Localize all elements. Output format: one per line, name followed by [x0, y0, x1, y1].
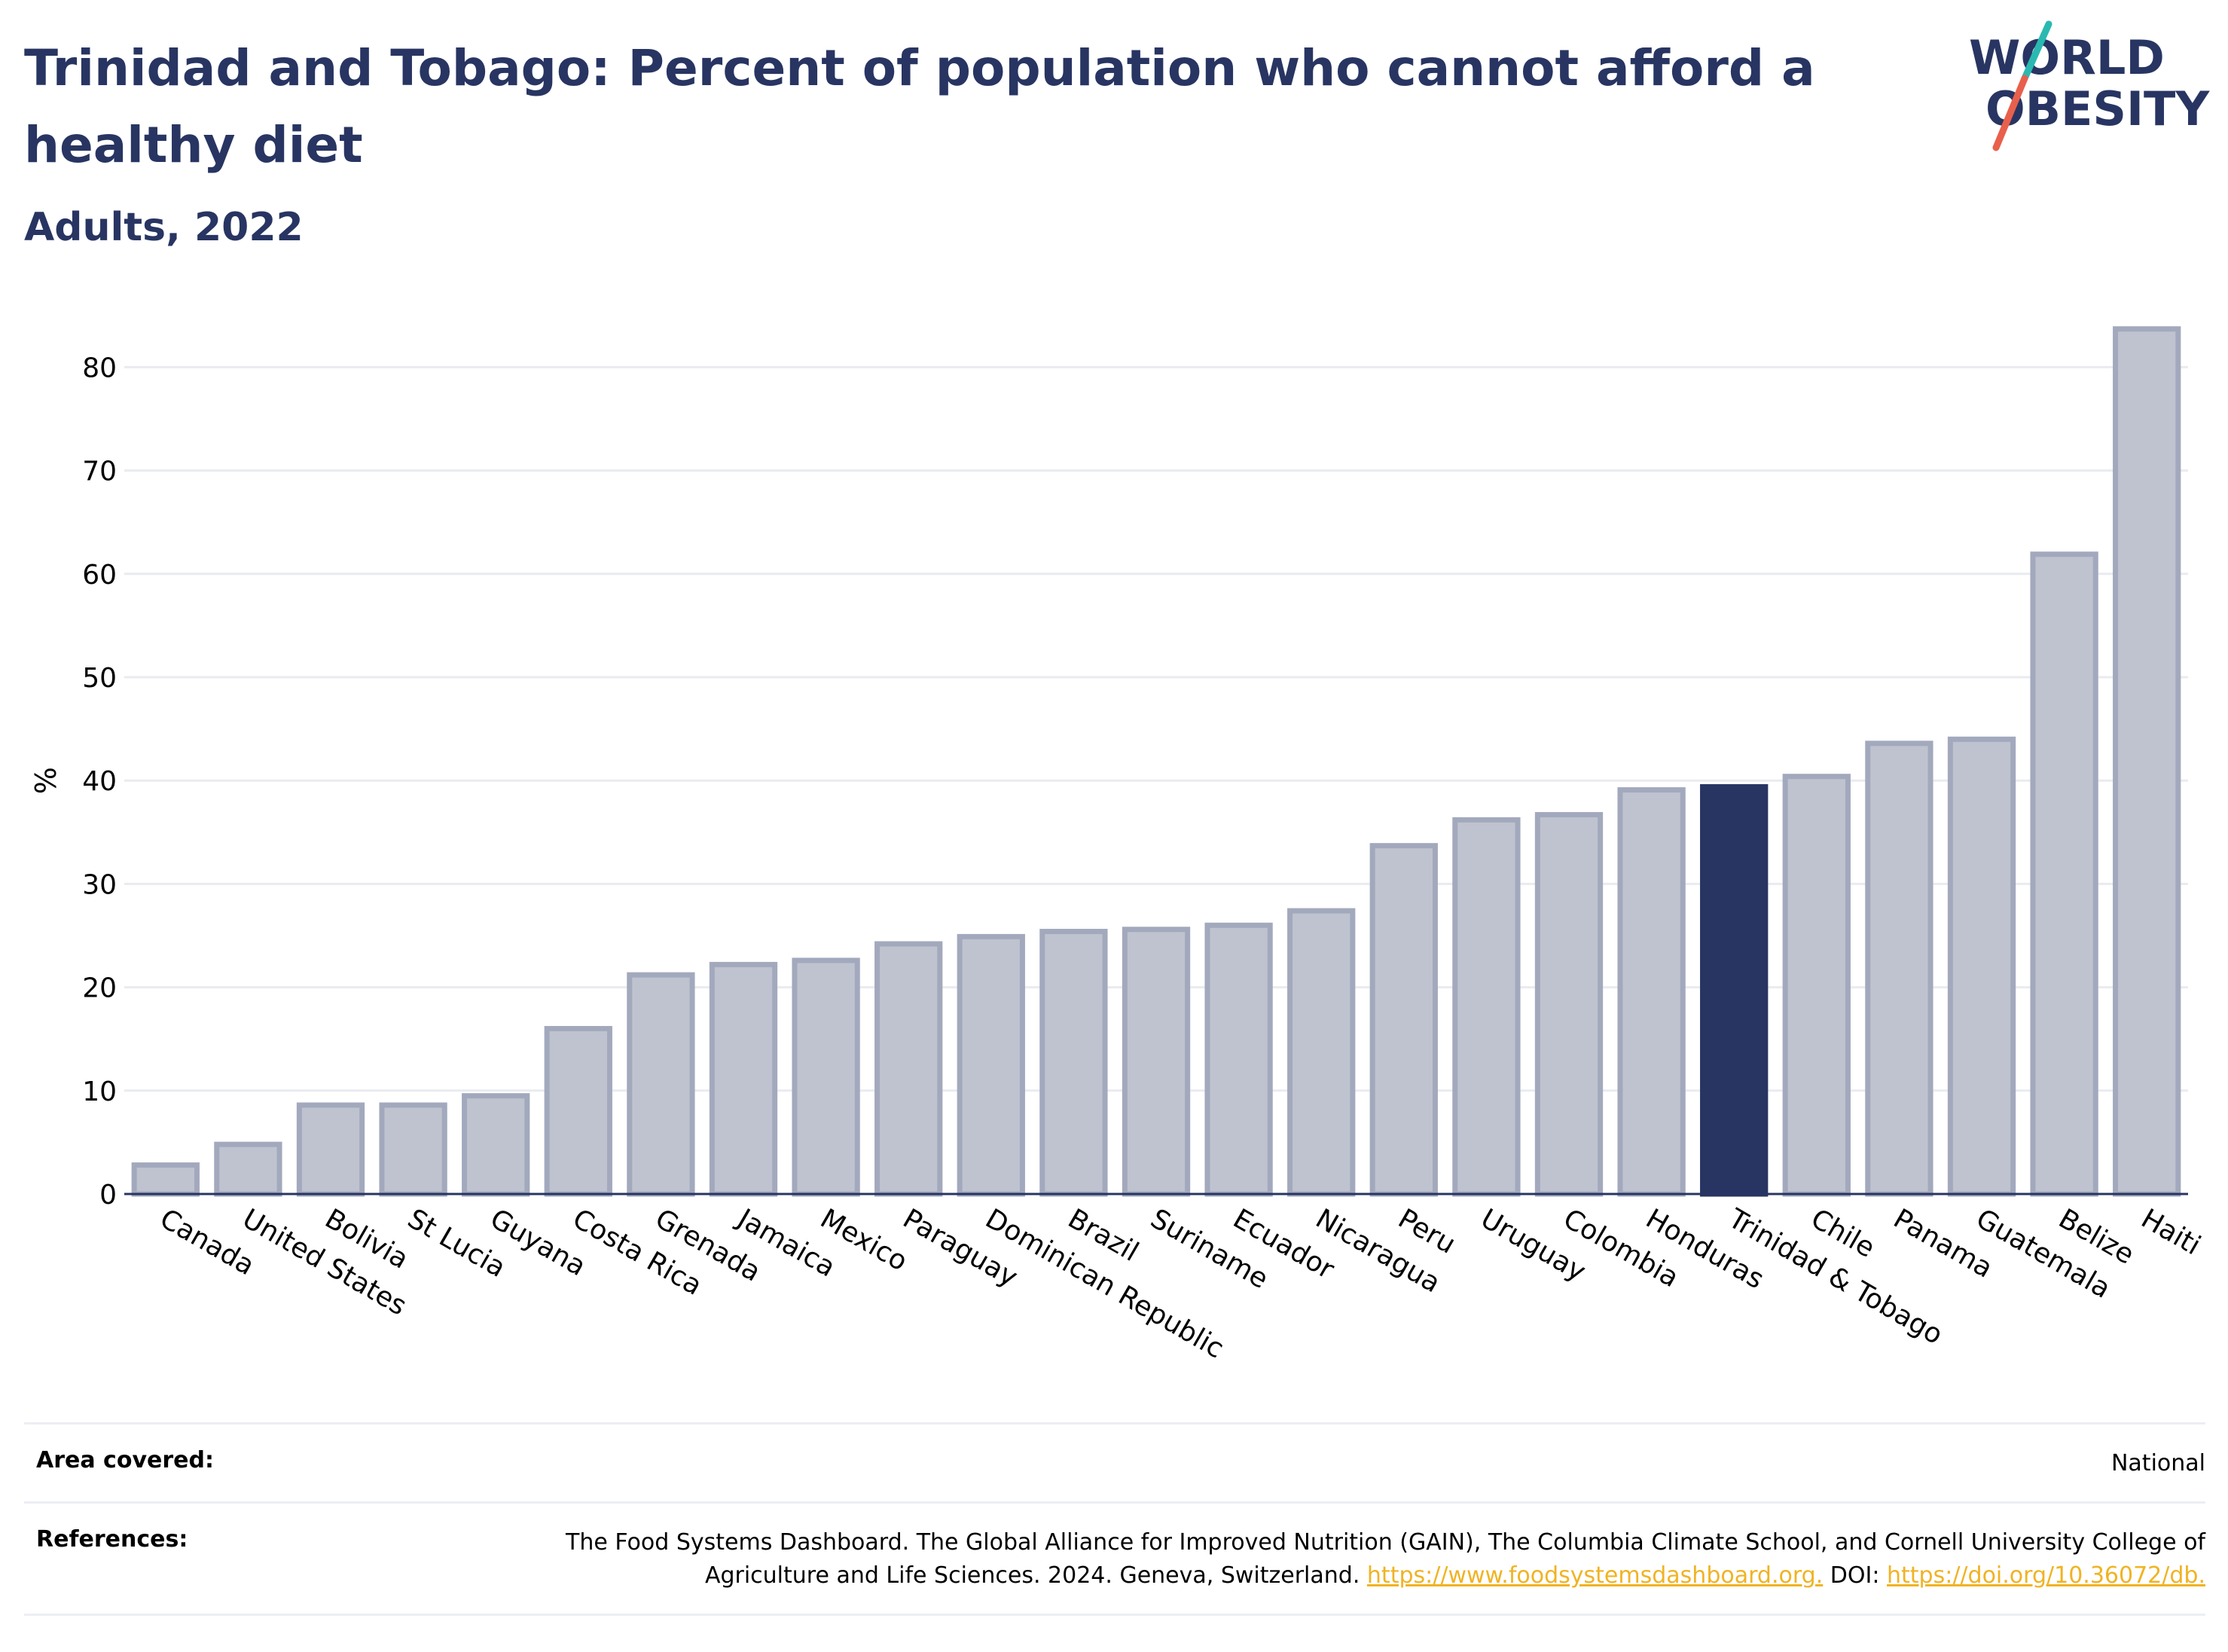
bar-guyana: [462, 1093, 530, 1197]
bars: [131, 326, 2181, 1197]
bar-uruguay: [1452, 817, 1521, 1197]
chart-subtitle: Adults, 2022: [24, 205, 304, 250]
bar-belize: [2030, 551, 2098, 1197]
bar-canada: [131, 1162, 200, 1197]
bar-panama: [1865, 740, 1933, 1197]
y-axis-ticks: 0 10 20 30 40 50 60 70 80: [82, 353, 117, 1211]
world-obesity-logo: WORLD OBESITY: [1969, 20, 2210, 151]
x-tick-label: Canada: [154, 1203, 259, 1281]
bar-guatemala: [1947, 736, 2016, 1197]
y-tick-label: 30: [82, 869, 117, 900]
bar-suriname: [1122, 927, 1191, 1197]
chart-metadata: Area covered: National References: The F…: [24, 1422, 2205, 1616]
area-covered-label: Area covered:: [36, 1447, 214, 1473]
references-label: References:: [36, 1526, 188, 1553]
references-value: The Food Systems Dashboard. The Global A…: [511, 1526, 2205, 1592]
y-tick-label: 50: [82, 663, 117, 694]
bar-paraguay: [874, 941, 943, 1197]
bar-haiti: [2113, 326, 2181, 1197]
y-tick-label: 60: [82, 560, 117, 591]
bar-united-states: [214, 1141, 282, 1197]
area-covered-row: Area covered: National: [24, 1422, 2205, 1501]
bar-bolivia: [296, 1102, 365, 1197]
bar-nicaragua: [1287, 908, 1356, 1197]
bar-ecuador: [1204, 922, 1273, 1197]
bar-costa-rica: [544, 1025, 612, 1197]
y-tick-label: 20: [82, 973, 117, 1004]
bar-grenada: [627, 972, 695, 1197]
logo-slash-bottom: [1992, 75, 2028, 151]
dashboard-link[interactable]: https://www.foodsystemsdashboard.org.: [1366, 1562, 1824, 1589]
doi-link[interactable]: https://doi.org/10.36072/db.: [1887, 1562, 2205, 1589]
bar-jamaica: [709, 961, 778, 1197]
y-tick-label: 10: [82, 1076, 117, 1107]
chart-title: Trinidad and Tobago: Percent of populati…: [24, 39, 1815, 174]
bar-trinidad-tobago: [1700, 783, 1769, 1197]
bar-mexico: [792, 957, 860, 1197]
bar-dominican-republic: [957, 933, 1025, 1197]
bar-st-lucia: [379, 1102, 447, 1197]
logo-line-world: WORLD: [1969, 30, 2165, 85]
bar-brazil: [1039, 929, 1108, 1197]
logo-slash-top: [2021, 20, 2053, 82]
references-text: The Food Systems Dashboard. The Global A…: [566, 1529, 2205, 1589]
bar-chile: [1782, 774, 1851, 1197]
y-axis-label: %: [29, 767, 63, 794]
bar-honduras: [1617, 787, 1686, 1197]
y-tick-label: 80: [82, 353, 117, 383]
area-covered-value: National: [2110, 1450, 2205, 1476]
x-tick-label: Haiti: [2136, 1203, 2206, 1261]
y-tick-label: 70: [82, 457, 117, 487]
references-row: References: The Food Systems Dashboard. …: [24, 1501, 2205, 1616]
y-tick-label: 40: [82, 766, 117, 797]
y-tick-label: 0: [99, 1180, 117, 1211]
bar-peru: [1369, 843, 1438, 1197]
bar-colombia: [1534, 811, 1604, 1197]
doi-label: DOI:: [1830, 1562, 1880, 1589]
